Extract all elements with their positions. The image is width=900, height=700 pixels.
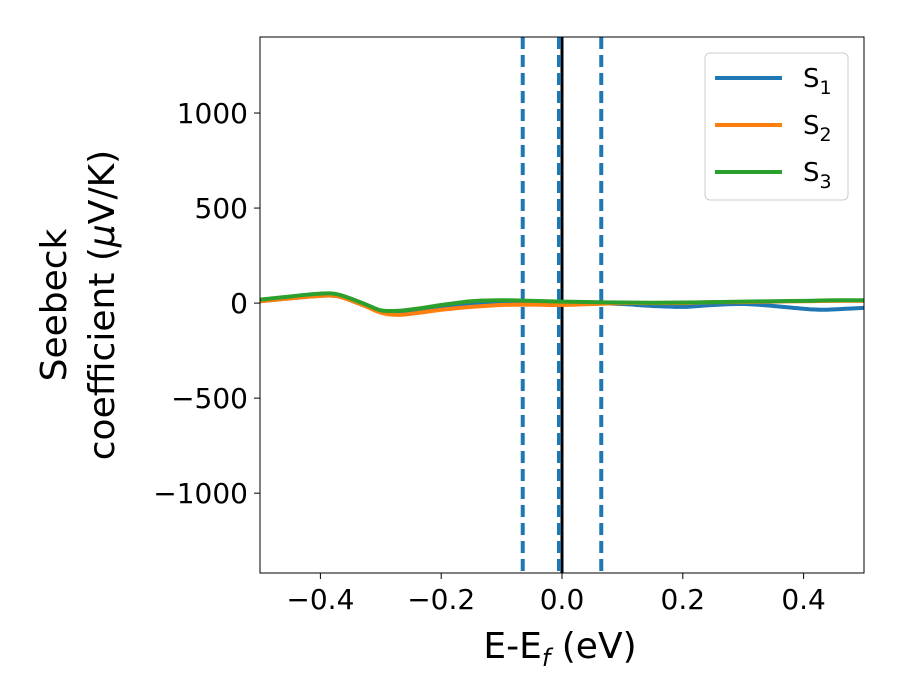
y-tick-label: −500 [171,382,248,415]
series-line-s3 [260,291,864,314]
y-tick-label: 500 [195,192,248,225]
x-tick-label: 0.0 [540,583,585,616]
y-axis-label-mu: μ [82,224,123,248]
legend-label-s2: S2 [803,111,832,146]
y-tick-label: 1000 [177,97,248,130]
x-tick-label: −0.4 [286,583,354,616]
x-axis-label-main: E-E [483,626,541,667]
y-axis-label: Seebeck coefficient (μV/K) [34,150,123,460]
plot-area [260,37,864,573]
svg-text:coefficient (μV/K): coefficient (μV/K) [82,150,123,460]
y-tick-label: −1000 [153,477,248,510]
x-axis-ticks: −0.4 −0.2 0.0 0.2 0.4 [286,573,826,616]
legend: S1 S2 S3 [704,52,849,201]
y-tick-label: 0 [230,287,248,320]
x-axis-label-tail: (eV) [550,626,636,667]
legend-label-s1: S1 [803,64,832,99]
x-axis-label: E-Ef (eV) [483,626,636,672]
y-axis-label-line2-post: V/K) [82,150,123,224]
x-tick-label: −0.2 [407,583,475,616]
y-axis-ticks: −1000 −500 0 500 1000 [153,97,260,510]
x-tick-label: 0.2 [661,583,706,616]
y-axis-label-line1: Seebeck [34,228,75,381]
legend-label-s3: S3 [803,158,832,193]
x-tick-label: 0.4 [781,583,826,616]
svg-text:Seebeck: Seebeck [34,228,75,381]
y-axis-label-line2-pre: coefficient ( [82,247,123,460]
